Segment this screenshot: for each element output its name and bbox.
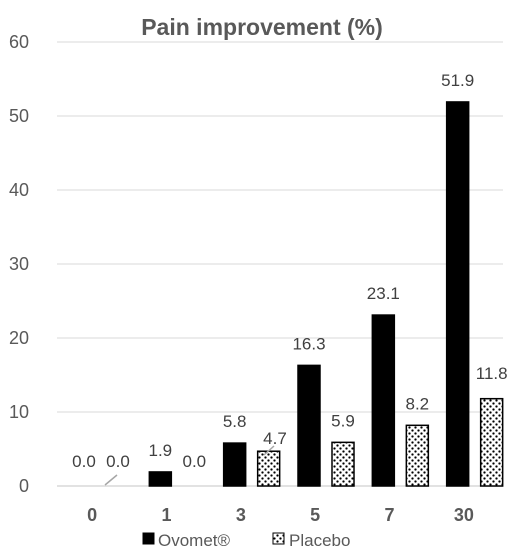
legend: Ovomet® Placebo — [142, 531, 350, 549]
bar-ovomet — [148, 471, 173, 487]
y-tick-label: 20 — [9, 328, 29, 348]
data-label-placebo: 5.9 — [331, 411, 355, 430]
x-tick-label: 3 — [236, 505, 246, 525]
y-tick-label: 0 — [19, 476, 29, 496]
chart-title: Pain improvement (%) — [141, 14, 383, 40]
x-tick-label: 0 — [87, 505, 97, 525]
data-label-ovomet: 5.8 — [223, 412, 247, 431]
data-label-placebo: 8.2 — [406, 394, 430, 413]
data-label-placebo: 11.8 — [476, 364, 507, 383]
bar-ovomet — [371, 314, 396, 487]
legend-label-placebo: Placebo — [289, 531, 350, 549]
legend-swatch-ovomet — [142, 532, 155, 545]
data-label-ovomet: 1.9 — [149, 441, 173, 460]
bar-placebo — [405, 424, 430, 487]
bars — [148, 101, 504, 487]
data-labels: 0.0 1.9 5.8 16.3 23.1 51.9 0.0 0.0 4.7 5.9 8.2 11.8 — [72, 71, 507, 486]
y-tick-label: 50 — [9, 106, 29, 126]
x-tick-label: 30 — [454, 505, 474, 525]
bar-placebo — [479, 397, 504, 487]
legend-swatch-placebo — [272, 532, 285, 545]
bar-ovomet — [445, 101, 470, 487]
data-label-ovomet: 16.3 — [292, 334, 325, 353]
gridlines — [57, 41, 503, 487]
y-tick-label: 10 — [9, 402, 29, 422]
x-tick-label: 5 — [310, 505, 320, 525]
data-label-ovomet: 51.9 — [441, 71, 474, 90]
y-tick-label: 30 — [9, 254, 29, 274]
bar-ovomet — [222, 442, 247, 487]
data-label-placebo: 4.7 — [263, 429, 287, 448]
leader-line-zero-placebo — [104, 474, 118, 486]
data-label-ovomet: 0.0 — [72, 452, 96, 471]
data-label-placebo: 0.0 — [183, 452, 207, 471]
data-label-placebo: 0.0 — [106, 452, 130, 471]
y-tick-label: 60 — [9, 32, 29, 52]
x-axis-ticks: 0 1 3 5 7 30 — [87, 505, 474, 525]
y-tick-label: 40 — [9, 180, 29, 200]
bar-placebo — [256, 450, 281, 487]
leader-line-small-placebo — [263, 445, 275, 456]
legend-label-ovomet: Ovomet® — [158, 531, 231, 549]
x-tick-label: 1 — [161, 505, 171, 525]
y-axis-ticks: 0 10 20 30 40 50 60 — [9, 32, 29, 496]
bar-placebo — [331, 441, 355, 487]
bar-ovomet — [297, 364, 321, 487]
x-tick-label: 7 — [384, 505, 394, 525]
data-label-ovomet: 23.1 — [367, 284, 400, 303]
